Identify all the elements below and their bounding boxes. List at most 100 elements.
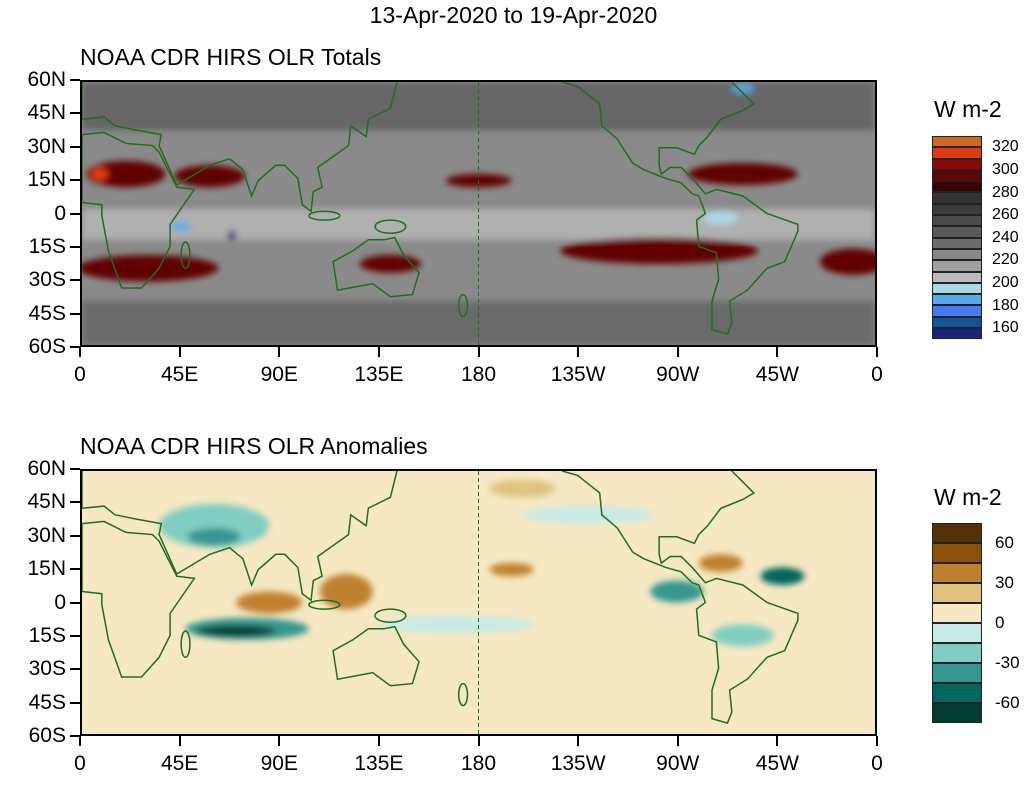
x-tick bbox=[377, 347, 380, 357]
anom-neg-brazil bbox=[711, 624, 774, 647]
x-tick bbox=[477, 736, 480, 746]
colorbar-label: 300 bbox=[992, 160, 1019, 178]
olr-max-s-atlantic bbox=[819, 248, 875, 275]
anom-neg-n-pacific bbox=[522, 506, 655, 524]
olr-max-s-pacific bbox=[560, 237, 759, 264]
y-tick bbox=[70, 312, 80, 315]
colorbar-box bbox=[932, 328, 982, 340]
x-tick bbox=[377, 736, 380, 746]
y-tick-label: 30S bbox=[28, 268, 66, 292]
x-tick-label: 45E bbox=[160, 752, 199, 775]
x-tick-label: 0 bbox=[871, 363, 883, 386]
colorbar-box bbox=[932, 226, 982, 238]
y-tick bbox=[70, 212, 80, 215]
x-tick bbox=[278, 347, 281, 357]
anomalies-map bbox=[80, 469, 877, 736]
colorbar-box bbox=[932, 203, 982, 216]
x-tick bbox=[79, 347, 81, 357]
colorbar-box bbox=[932, 237, 982, 249]
colorbar-box bbox=[932, 136, 982, 148]
y-tick-label: 15N bbox=[27, 168, 66, 192]
colorbar-box bbox=[932, 683, 982, 703]
x-tick-label: 90E bbox=[260, 752, 298, 775]
y-tick-label: 15S bbox=[28, 234, 66, 258]
colorbar-box bbox=[932, 543, 982, 563]
colorbar-box bbox=[932, 643, 982, 663]
y-tick bbox=[70, 735, 80, 737]
olr-min-africa bbox=[170, 222, 193, 232]
y-tick-label: 30S bbox=[28, 657, 66, 681]
anom-pos-maritime bbox=[319, 574, 373, 610]
colorbar-label: -30 bbox=[995, 653, 1020, 672]
colorbar-box bbox=[932, 248, 982, 261]
x-tick-label: 135W bbox=[550, 752, 606, 775]
olr-max-arabia bbox=[174, 165, 246, 188]
colorbar-label: 240 bbox=[992, 228, 1019, 246]
y-tick-label: 30N bbox=[27, 134, 66, 158]
colorbar-label: 160 bbox=[992, 319, 1019, 337]
colorbar-box bbox=[932, 563, 982, 583]
colorbar-box bbox=[932, 603, 982, 623]
colorbar-box bbox=[932, 147, 982, 159]
y-tick bbox=[70, 79, 80, 81]
y-tick-label: 60S bbox=[28, 335, 66, 358]
x-tick-label: 135W bbox=[550, 363, 606, 386]
olr-max-atlantic bbox=[687, 163, 798, 186]
anom-neg-asia bbox=[159, 503, 270, 548]
y-tick-label: 45S bbox=[28, 690, 66, 714]
colorbar-label: 0 bbox=[995, 613, 1005, 632]
colorbar-label: 180 bbox=[992, 296, 1019, 314]
y-tick-label: 60N bbox=[27, 457, 66, 480]
olr-min-canada bbox=[731, 84, 754, 93]
x-tick-label: 45W bbox=[755, 752, 799, 775]
anom-neg-s-pacific bbox=[379, 615, 534, 634]
anom-pos-pacific bbox=[489, 563, 534, 577]
y-tick bbox=[70, 701, 80, 704]
x-tick bbox=[178, 347, 181, 357]
x-tick bbox=[278, 736, 281, 746]
olr-max-core bbox=[90, 167, 109, 181]
x-tick-label: 180 bbox=[460, 752, 497, 775]
colorbar-box bbox=[932, 703, 982, 723]
anom-neg-arabia bbox=[187, 527, 241, 546]
olr-min-amazon bbox=[703, 211, 739, 225]
x-tick-label: 135E bbox=[354, 752, 404, 775]
y-tick-label: 60N bbox=[27, 68, 66, 91]
x-tick-label: 0 bbox=[74, 363, 86, 386]
colorbar-label: 30 bbox=[995, 573, 1014, 592]
x-tick-label: 45E bbox=[160, 363, 199, 386]
anomalies-title: NOAA CDR HIRS OLR Anomalies bbox=[80, 433, 428, 459]
olr-max-s-indian bbox=[82, 255, 219, 282]
colorbar-box bbox=[932, 181, 982, 193]
olr-max-australia bbox=[359, 255, 422, 273]
x-tick-label: 135E bbox=[354, 363, 404, 386]
anom-pos-caribbean bbox=[698, 554, 743, 572]
anom-neg-core bbox=[196, 625, 276, 637]
x-tick bbox=[477, 347, 480, 357]
x-tick-label: 0 bbox=[871, 752, 883, 775]
colorbar-label: 280 bbox=[992, 183, 1019, 201]
x-tick bbox=[79, 736, 81, 746]
anom-neg-atlantic bbox=[760, 567, 805, 585]
y-tick bbox=[70, 346, 80, 348]
x-tick-label: 45W bbox=[755, 363, 799, 386]
x-tick bbox=[876, 347, 878, 357]
anom-pos-north bbox=[489, 479, 556, 498]
colorbar bbox=[932, 136, 982, 340]
x-tick-label: 180 bbox=[460, 363, 497, 386]
y-tick bbox=[70, 668, 80, 671]
colorbar-box bbox=[932, 623, 982, 643]
colorbar-box bbox=[932, 158, 982, 170]
y-tick bbox=[70, 634, 80, 637]
y-tick bbox=[70, 179, 80, 182]
colorbar-title: W m-2 bbox=[934, 484, 1002, 510]
olr-min-indian bbox=[227, 231, 237, 240]
x-tick bbox=[676, 347, 679, 357]
main-title: 13-Apr-2020 to 19-Apr-2020 bbox=[369, 2, 658, 28]
x-tick bbox=[577, 347, 580, 357]
totals-map bbox=[80, 80, 877, 347]
colorbar-label: -60 bbox=[995, 693, 1020, 712]
y-tick-label: 30N bbox=[27, 523, 66, 547]
colorbar-box bbox=[932, 294, 982, 306]
colorbar-box bbox=[932, 260, 982, 272]
